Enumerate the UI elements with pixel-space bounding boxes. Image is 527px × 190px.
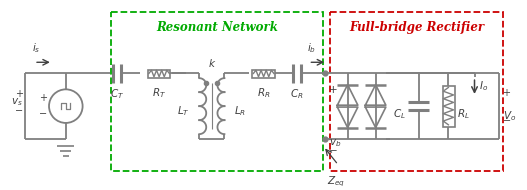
Text: $v_s$: $v_s$: [11, 96, 23, 108]
Text: +: +: [39, 93, 47, 103]
Text: −: −: [15, 106, 23, 116]
Text: $R_R$: $R_R$: [257, 86, 270, 100]
Bar: [252, 70, 275, 78]
Text: $i_s$: $i_s$: [32, 41, 41, 55]
Text: −: −: [503, 116, 511, 126]
Text: $C_L$: $C_L$: [393, 107, 405, 120]
Text: +: +: [15, 89, 23, 99]
Text: +: +: [503, 88, 511, 98]
Bar: [330, 12, 503, 170]
Text: $L_R$: $L_R$: [234, 104, 247, 118]
Text: $R_T$: $R_T$: [152, 86, 166, 100]
Text: $I_o$: $I_o$: [479, 80, 489, 93]
Bar: [111, 12, 324, 170]
Text: $k$: $k$: [208, 57, 216, 69]
Text: $v_b$: $v_b$: [329, 137, 341, 149]
Bar: [148, 70, 170, 78]
Text: $L_T$: $L_T$: [177, 104, 189, 118]
Text: $V_o$: $V_o$: [503, 109, 516, 123]
Text: Resonant Network: Resonant Network: [156, 21, 278, 34]
Text: −: −: [329, 146, 338, 156]
Text: $C_T$: $C_T$: [110, 87, 124, 101]
Text: +: +: [329, 85, 338, 95]
Bar: [443, 86, 455, 127]
Text: $C_R$: $C_R$: [290, 87, 304, 101]
Text: $i_b$: $i_b$: [307, 41, 316, 55]
Text: −: −: [39, 109, 47, 119]
Text: $R_L$: $R_L$: [457, 107, 470, 120]
Text: Full-bridge Rectifier: Full-bridge Rectifier: [349, 21, 484, 34]
Text: $Z_{eq}$: $Z_{eq}$: [327, 174, 346, 189]
